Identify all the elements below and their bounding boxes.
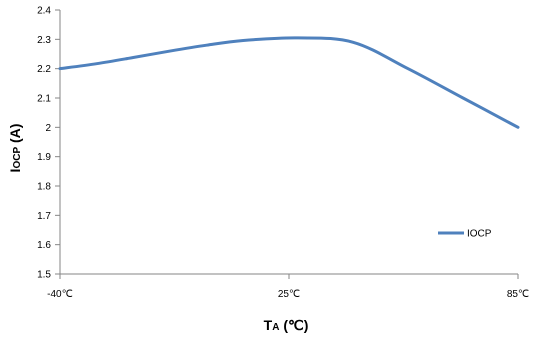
y-tick-label: 2.2 bbox=[37, 64, 51, 75]
x-tick-label: 85℃ bbox=[507, 289, 529, 300]
y-tick-label: 2.1 bbox=[37, 94, 51, 105]
y-tick-label: 2.4 bbox=[37, 6, 51, 17]
series-line-iocp bbox=[58, 36, 520, 129]
x-axis-title: TA (℃) bbox=[264, 317, 309, 333]
y-tick-label: 1.9 bbox=[37, 152, 51, 163]
x-tick-label: -40℃ bbox=[47, 289, 73, 300]
y-tick-label: 1.8 bbox=[37, 182, 51, 193]
x-axis-title-unit: (℃) bbox=[283, 317, 308, 333]
y-tick-label: 2 bbox=[45, 123, 51, 134]
y-tick-label: 1.7 bbox=[37, 211, 51, 222]
x-axis-title-sub: A bbox=[272, 322, 279, 333]
y-axis-title-main: I bbox=[7, 169, 23, 173]
y-tick-label: 1.6 bbox=[37, 240, 51, 251]
x-tick-label: 25℃ bbox=[278, 289, 300, 300]
y-axis-title-sub: OCP bbox=[12, 147, 23, 169]
y-axis-title: IOCP (A) bbox=[7, 124, 23, 173]
y-tick-label: 1.5 bbox=[37, 270, 51, 281]
y-axis-title-unit: (A) bbox=[7, 124, 23, 143]
x-axis-title-main: T bbox=[264, 317, 273, 333]
legend-label: IOCP bbox=[467, 229, 492, 240]
y-tick-label: 2.3 bbox=[37, 35, 51, 46]
